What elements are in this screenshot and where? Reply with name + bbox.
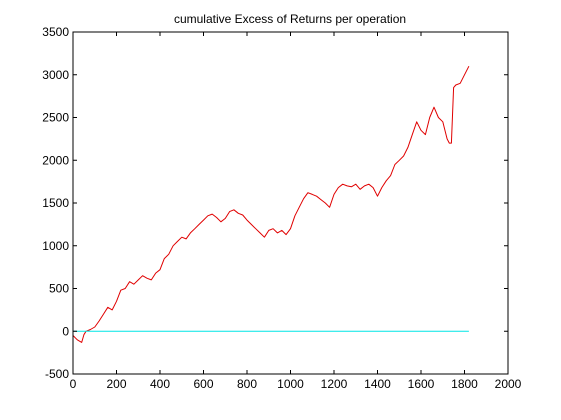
y-tick-label: 3000	[42, 68, 69, 82]
y-tick-label: 1000	[42, 239, 69, 253]
x-tick-label: 1600	[408, 377, 435, 391]
y-tick-label: 1500	[42, 196, 69, 210]
x-tick-label: 600	[193, 377, 213, 391]
y-tick-label: 0	[62, 324, 69, 338]
x-tick-label: 200	[106, 377, 126, 391]
x-tick-label: 400	[150, 377, 170, 391]
x-tick-label: 1200	[321, 377, 348, 391]
y-tick-label: 2500	[42, 111, 69, 125]
x-tick-label: 2000	[495, 377, 522, 391]
x-tick-label: 0	[70, 377, 77, 391]
y-tick-label: 500	[49, 282, 69, 296]
x-tick-label: 800	[237, 377, 257, 391]
x-tick-label: 1400	[364, 377, 391, 391]
x-tick-label: 1800	[451, 377, 478, 391]
y-tick-label: 2000	[42, 153, 69, 167]
y-tick-label: -500	[45, 367, 69, 381]
y-tick-label: 3500	[42, 25, 69, 39]
series-line-1	[72, 65, 470, 343]
x-tick-label: 1000	[277, 377, 304, 391]
chart-title: cumulative Excess of Returns per operati…	[174, 12, 406, 26]
